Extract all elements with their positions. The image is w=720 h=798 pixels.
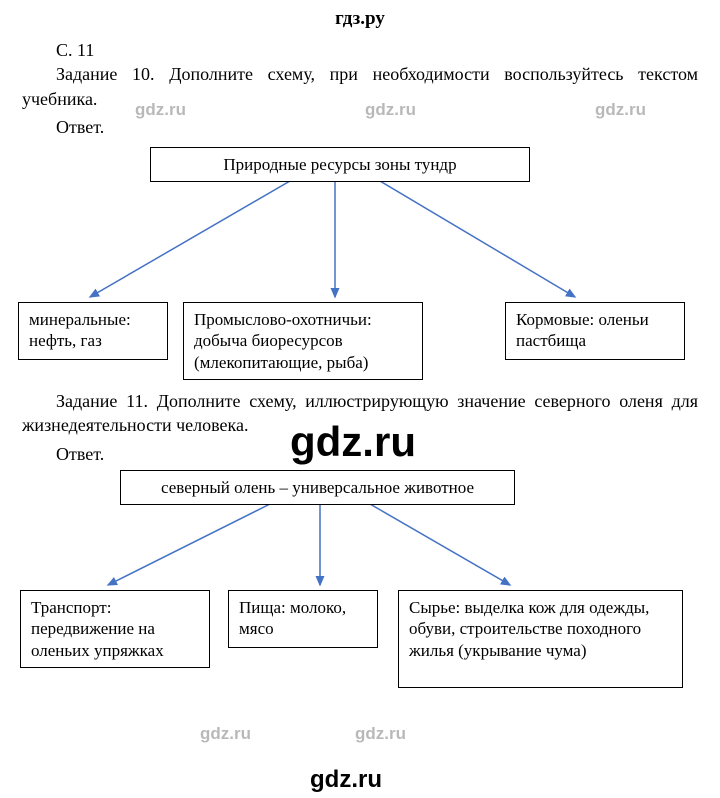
diagram-child: Пища: молоко, мясо xyxy=(228,590,378,648)
diagram-child: Транспорт: передвижение на оленьих упряж… xyxy=(20,590,210,668)
watermark-bottom: gdz.ru xyxy=(310,766,382,794)
diagram-child: Кормовые: оленьи пастбища xyxy=(505,302,685,360)
task10-block: С. 11 Задание 10. Дополните схему, при н… xyxy=(0,38,720,139)
task11-text: Задание 11. Дополните схему, иллюстрирую… xyxy=(22,389,698,438)
diagram-root: северный олень – универсальное животное xyxy=(120,470,515,505)
page-label: С. 11 xyxy=(22,38,698,62)
task11-block: Задание 11. Дополните схему, иллюстрирую… xyxy=(0,389,720,466)
diagram-child: Сырье: выделка кож для одежды, обуви, ст… xyxy=(398,590,683,688)
task11-diagram: северный олень – универсальное животное Т… xyxy=(0,470,720,695)
watermark-small: gdz.ru xyxy=(200,724,251,744)
task10-text: Задание 10. Дополните схему, при необход… xyxy=(22,62,698,111)
diagram-child: Промыслово-охотничьи: добыча биоресурсов… xyxy=(183,302,423,380)
task10-diagram: Природные ресурсы зоны тундр минеральные:… xyxy=(0,147,720,387)
watermark-small: gdz.ru xyxy=(355,724,406,744)
task11-answer-label: Ответ. xyxy=(22,442,698,466)
diagram-child: минеральные: нефть, газ xyxy=(18,302,168,360)
diagram-root: Природные ресурсы зоны тундр xyxy=(150,147,530,182)
site-header: гдз.ру xyxy=(0,0,720,32)
task10-answer-label: Ответ. xyxy=(22,115,698,139)
